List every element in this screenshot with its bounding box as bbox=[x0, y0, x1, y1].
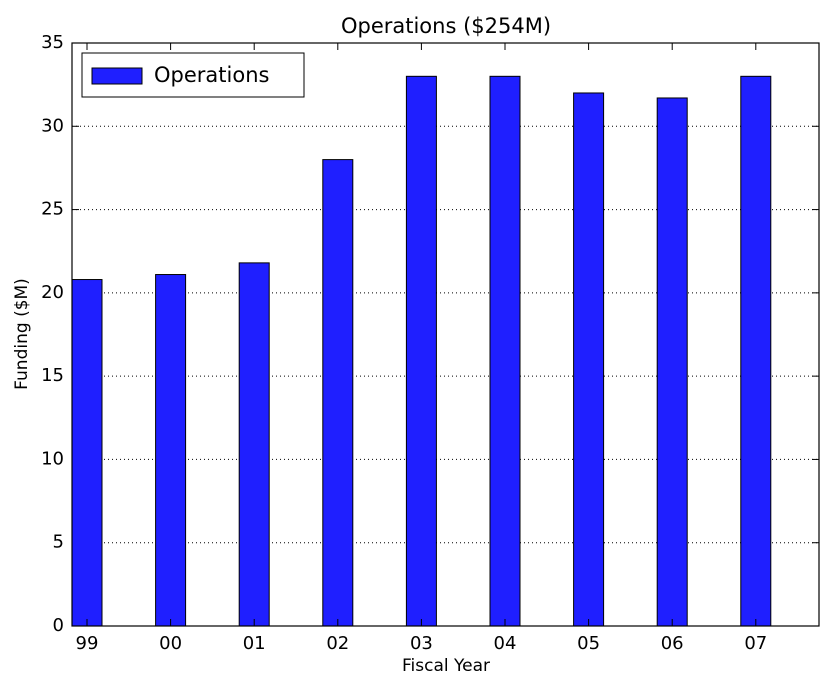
y-tick-label: 20 bbox=[41, 282, 64, 303]
x-tick-label: 06 bbox=[661, 633, 684, 654]
x-tick-label: 05 bbox=[577, 633, 600, 654]
x-axis-label: Fiscal Year bbox=[402, 656, 490, 676]
x-tick-label: 02 bbox=[326, 633, 349, 654]
y-tick-label: 35 bbox=[41, 32, 64, 53]
y-tick-label: 10 bbox=[41, 448, 64, 469]
plot-frame bbox=[71, 42, 820, 627]
bar bbox=[740, 75, 772, 627]
y-tick-label: 15 bbox=[41, 365, 64, 386]
y-tick-label: 5 bbox=[53, 532, 64, 553]
bar bbox=[656, 97, 688, 627]
x-tick-label: 07 bbox=[744, 633, 767, 654]
bar bbox=[71, 279, 103, 627]
x-tick-label: 00 bbox=[159, 633, 182, 654]
x-tick-label: 99 bbox=[76, 633, 99, 654]
y-tick-label: 25 bbox=[41, 199, 64, 220]
x-tick-label: 03 bbox=[410, 633, 433, 654]
y-tick-label: 30 bbox=[41, 115, 64, 136]
bar bbox=[322, 159, 354, 627]
legend-label: Operations bbox=[154, 63, 269, 87]
bar bbox=[573, 92, 605, 627]
bar bbox=[155, 274, 187, 627]
chart-title: Operations ($254M) bbox=[341, 14, 551, 38]
bar bbox=[489, 75, 521, 627]
x-tick-label: 01 bbox=[243, 633, 266, 654]
x-tick-label: 04 bbox=[494, 633, 517, 654]
y-tick-label: 0 bbox=[53, 615, 64, 636]
y-axis-label: Funding ($M) bbox=[12, 278, 32, 390]
bar bbox=[238, 262, 270, 627]
bar bbox=[405, 75, 437, 627]
legend-swatch bbox=[91, 67, 143, 85]
